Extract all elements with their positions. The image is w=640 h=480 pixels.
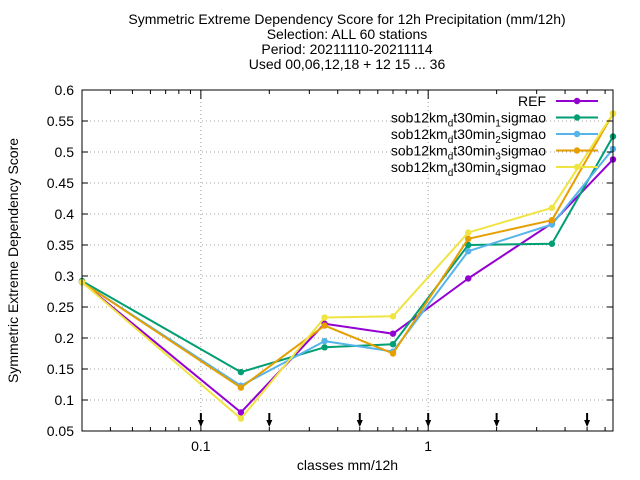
data-point <box>321 314 328 321</box>
legend-swatch-point <box>573 130 581 138</box>
x-tick-label: 1 <box>424 438 432 454</box>
threshold-marker-head <box>493 420 500 427</box>
threshold-marker-head <box>425 420 432 427</box>
y-tick-label: 0.35 <box>47 237 74 253</box>
x-axis-ticks: 0.1 1 <box>109 90 606 454</box>
data-point <box>237 368 245 376</box>
x-axis-label: classes mm/12h <box>297 457 398 473</box>
y-tick-label: 0.55 <box>47 113 74 129</box>
plot-frame <box>81 89 614 432</box>
y-tick-label: 0.15 <box>47 361 74 377</box>
data-point <box>237 384 245 391</box>
threshold-marker-head <box>197 420 204 427</box>
data-point <box>465 241 472 249</box>
y-tick-label: 0.4 <box>55 206 75 222</box>
y-tick-label: 0.45 <box>47 175 74 191</box>
legend-label: sob12kmdt30min2sigmao <box>391 126 546 146</box>
data-point <box>548 204 556 211</box>
data-point <box>389 330 397 337</box>
data-point <box>237 409 245 416</box>
x-tick-label: 0.1 <box>191 438 211 454</box>
data-point <box>321 322 328 329</box>
threshold-marker-head <box>584 420 591 427</box>
data-point <box>465 229 472 236</box>
legend: REFsob12kmdt30min1sigmaosob12kmdt30min2s… <box>391 93 598 179</box>
legend-label: sob12kmdt30min3sigmao <box>391 143 546 163</box>
y-tick-label: 0.05 <box>47 423 74 439</box>
y-axis-ticks: 0.05 0.1 0.15 0.2 0.25 0.3 0.35 0.4 0.45 0.5 0.55 0… <box>47 82 613 439</box>
y-tick-label: 0.6 <box>55 82 75 98</box>
title-line: Used 00,06,12,18 + 12 15 ... 36 <box>249 56 446 72</box>
data-point <box>321 344 328 351</box>
y-tick-label: 0.25 <box>47 299 74 315</box>
data-point <box>548 240 556 247</box>
legend-swatch-point <box>573 97 581 105</box>
data-point <box>465 235 472 242</box>
y-tick-label: 0.5 <box>55 144 75 160</box>
y-tick-label: 0.1 <box>55 392 75 408</box>
data-point <box>389 341 397 348</box>
legend-swatch-point <box>573 163 581 171</box>
title-line: Period: 20211110-20211114 <box>261 41 432 57</box>
legend-swatch-point <box>573 147 581 154</box>
data-point <box>548 217 556 224</box>
data-point <box>465 248 472 255</box>
y-tick-label: 0.3 <box>55 268 75 284</box>
legend-label: sob12kmdt30min1sigmao <box>391 110 546 130</box>
title-line: Selection: ALL 60 stations <box>267 26 428 42</box>
legend-label: sob12kmdt30min4sigmao <box>391 159 546 179</box>
threshold-marker-head <box>266 420 273 427</box>
grid <box>82 90 613 431</box>
threshold-markers <box>197 413 591 427</box>
series-lines <box>78 110 617 422</box>
data-point <box>465 275 472 282</box>
data-point <box>321 337 328 345</box>
data-point <box>237 415 245 422</box>
data-point <box>389 350 397 357</box>
data-point <box>389 313 397 320</box>
title-line: Symmetric Extreme Dependency Score for 1… <box>128 11 565 27</box>
chart-title: Symmetric Extreme Dependency Score for 1… <box>128 11 565 72</box>
legend-swatch-point <box>573 114 581 121</box>
threshold-marker-head <box>356 420 363 427</box>
y-tick-label: 0.2 <box>55 330 75 346</box>
y-axis-label: Symmetric Extreme Dependency Score <box>5 138 21 383</box>
series-line <box>81 158 614 414</box>
legend-label: REF <box>518 93 546 109</box>
